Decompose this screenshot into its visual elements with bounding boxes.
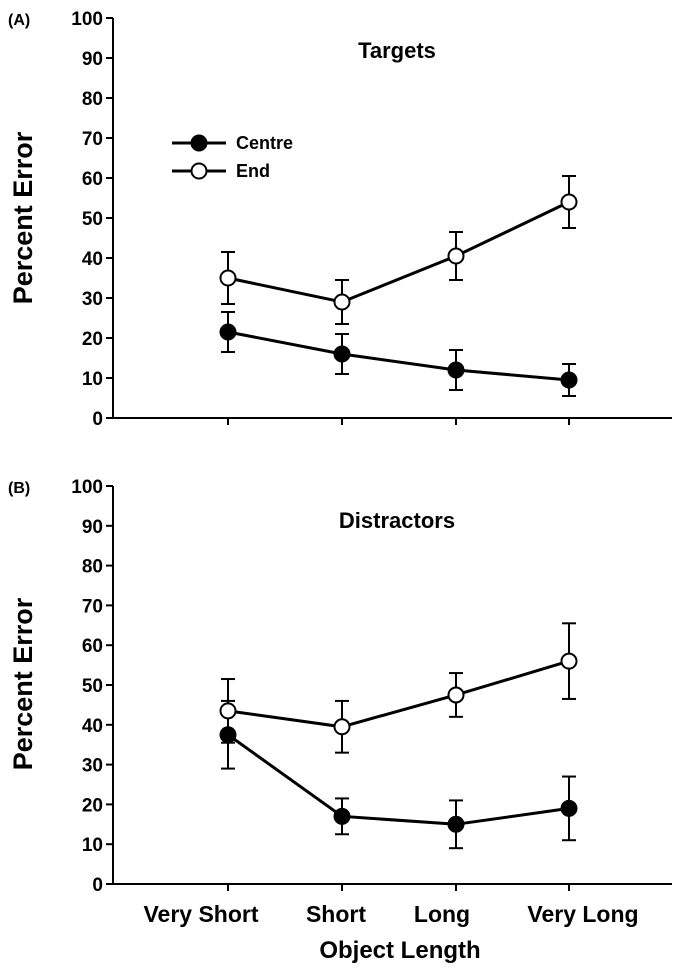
centre-point — [447, 361, 465, 379]
y-tick-label: 80 — [82, 557, 103, 578]
centre-point — [333, 345, 351, 363]
end-point — [219, 269, 237, 287]
y-tick-label: 0 — [92, 409, 103, 430]
end-point — [560, 652, 578, 670]
x-tick-label: Short — [306, 901, 366, 927]
end-point — [560, 193, 578, 211]
end-point — [333, 718, 351, 736]
end-series-line — [227, 659, 570, 729]
y-tick-label: 30 — [82, 289, 103, 310]
panel-label: (B) — [8, 480, 30, 497]
y-tick-label: 50 — [82, 676, 103, 697]
end-point — [333, 293, 351, 311]
y-tick-label: 30 — [82, 756, 103, 777]
legend-label-end: End — [236, 161, 270, 181]
y-tick-label: 10 — [82, 369, 103, 390]
chart-title: Distractors — [339, 508, 455, 533]
end-series-line — [227, 200, 570, 304]
y-tick-label: 50 — [82, 209, 103, 230]
y-tick-label: 20 — [82, 795, 103, 816]
centre-series-line — [227, 330, 570, 382]
y-tick-label: 100 — [71, 477, 103, 498]
end-point — [447, 247, 465, 265]
centre-point — [219, 323, 237, 341]
centre-point — [333, 807, 351, 825]
y-tick-label: 60 — [82, 636, 103, 657]
y-tick-label: 0 — [92, 875, 103, 896]
y-tick-label: 80 — [82, 89, 103, 110]
end-point — [447, 686, 465, 704]
centre-point — [447, 815, 465, 833]
chart-title: Targets — [358, 38, 436, 63]
y-tick-label: 40 — [82, 249, 103, 270]
legend-label-centre: Centre — [236, 133, 293, 153]
y-tick-label: 40 — [82, 716, 103, 737]
y-axis-title: Percent Error — [8, 131, 38, 304]
y-tick-label: 90 — [82, 517, 103, 538]
x-tick-label: Very Short — [143, 901, 258, 927]
panel-label: (A) — [8, 12, 30, 29]
centre-point — [560, 799, 578, 817]
y-axis-title: Percent Error — [8, 597, 38, 770]
x-axis-title: Object Length — [319, 937, 480, 964]
end-point — [219, 702, 237, 720]
y-tick-label: 70 — [82, 596, 103, 617]
x-tick-label: Very Long — [527, 901, 638, 927]
y-tick-label: 60 — [82, 169, 103, 190]
y-tick-label: 20 — [82, 329, 103, 350]
y-tick-label: 90 — [82, 49, 103, 70]
legend-marker-end — [190, 162, 208, 180]
x-tick-label: Long — [414, 901, 470, 927]
centre-series-line — [227, 733, 570, 826]
y-tick-label: 100 — [71, 9, 103, 30]
centre-point — [560, 371, 578, 389]
y-tick-label: 70 — [82, 129, 103, 150]
y-tick-label: 10 — [82, 835, 103, 856]
legend-marker-centre — [190, 134, 208, 152]
